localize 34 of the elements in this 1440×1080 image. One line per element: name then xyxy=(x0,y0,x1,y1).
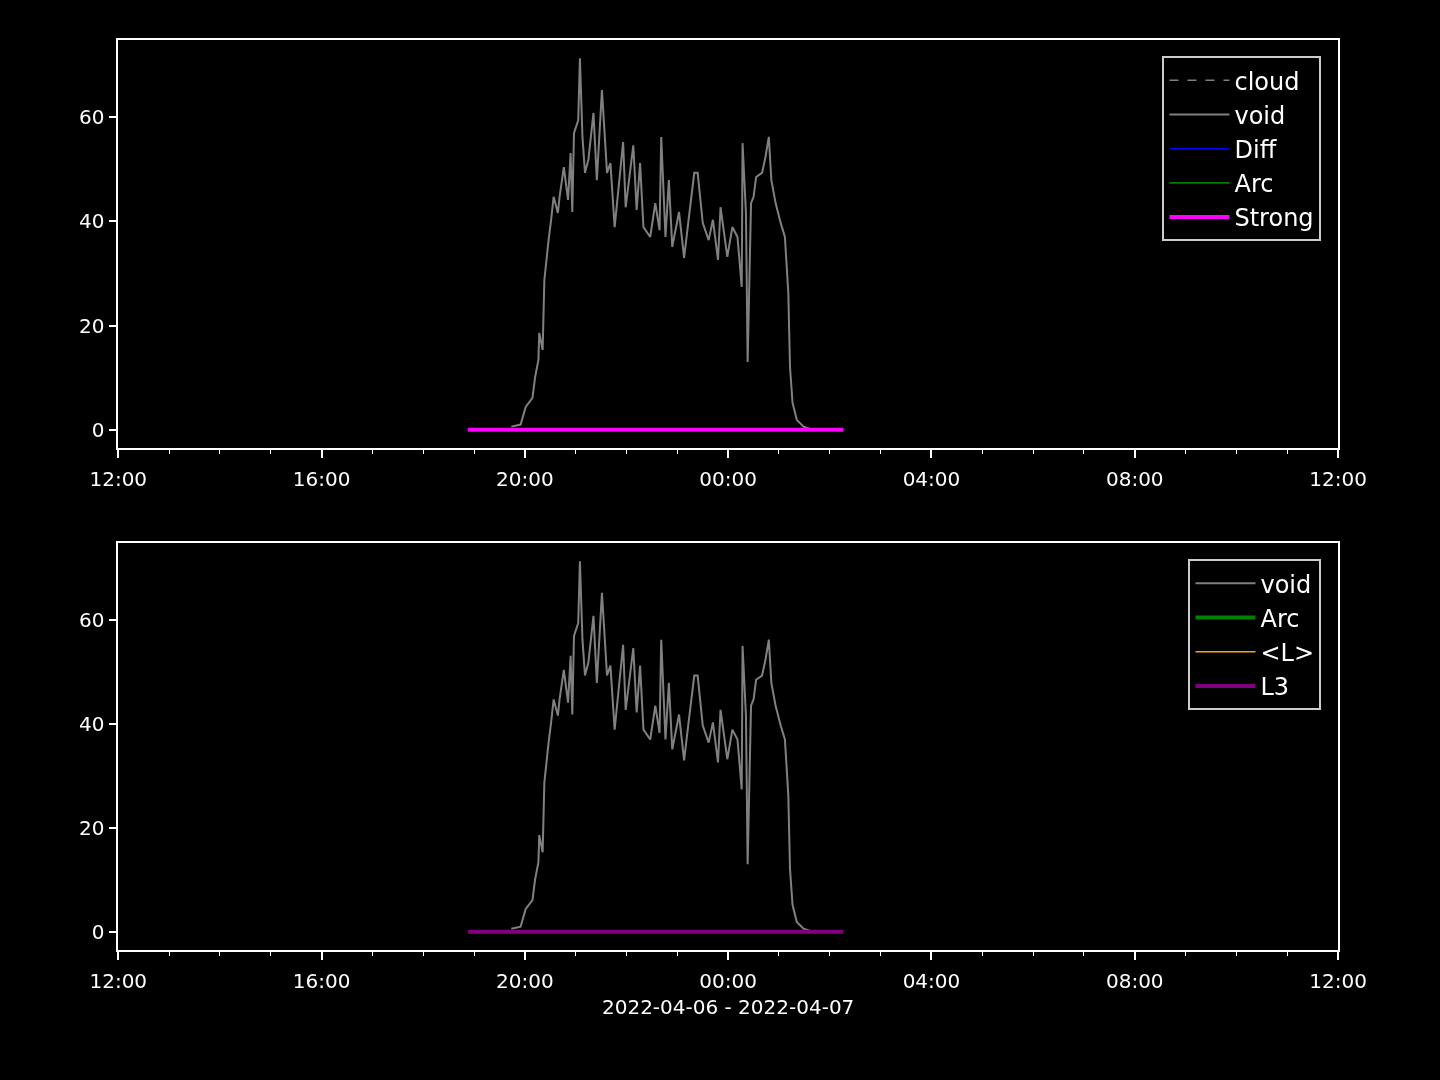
x-axis-title: 2022-04-06 - 2022-04-07 xyxy=(601,994,855,1019)
x-tick-label: 16:00 xyxy=(292,466,351,491)
legend-label: <L> xyxy=(1260,639,1315,668)
legend-label: Arc xyxy=(1234,170,1274,199)
x-tick-label: 12:00 xyxy=(1309,968,1367,993)
x-tick-label: 08:00 xyxy=(1105,466,1164,491)
line-series xyxy=(510,560,811,932)
x-tick-label: 08:00 xyxy=(1105,968,1164,993)
x-tick-label: 20:00 xyxy=(496,968,554,993)
legend-label: L3 xyxy=(1260,673,1290,702)
y-tick-label: 60 xyxy=(79,607,105,632)
x-tick-label: 12:00 xyxy=(1309,466,1367,491)
line-series xyxy=(510,57,811,430)
legend-label: void xyxy=(1260,570,1312,599)
x-tick-label: 00:00 xyxy=(699,466,757,491)
legend-label: Strong xyxy=(1234,204,1314,233)
y-tick-label: 40 xyxy=(79,209,105,234)
x-tick-label: 20:00 xyxy=(496,466,554,491)
y-tick-label: 40 xyxy=(79,711,105,736)
legend-label: cloud xyxy=(1234,67,1300,96)
x-tick-label: 00:00 xyxy=(699,968,757,993)
y-tick-label: 0 xyxy=(91,919,105,944)
legend-label: void xyxy=(1234,101,1286,130)
y-tick-label: 60 xyxy=(79,105,105,130)
x-tick-label: 12:00 xyxy=(89,968,148,993)
x-tick-label: 16:00 xyxy=(292,968,351,993)
x-tick-label: 04:00 xyxy=(902,466,961,491)
y-tick-label: 0 xyxy=(91,417,105,442)
y-tick-label: 20 xyxy=(79,313,105,338)
x-tick-label: 12:00 xyxy=(89,466,148,491)
y-tick-label: 20 xyxy=(79,815,105,840)
x-tick-label: 04:00 xyxy=(902,968,961,993)
legend-label: Arc xyxy=(1260,604,1300,633)
legend-label: Diff xyxy=(1234,136,1277,165)
